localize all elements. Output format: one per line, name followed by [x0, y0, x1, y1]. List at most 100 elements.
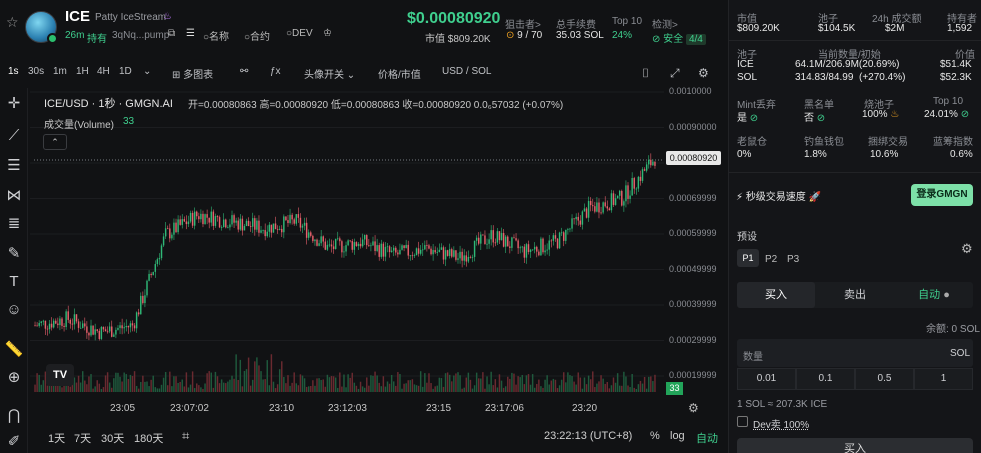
currency-toggle[interactable]: USD / SOL: [442, 66, 492, 77]
crosshair-icon[interactable]: ✛: [7, 95, 21, 112]
interval-1d[interactable]: 1D: [119, 66, 132, 77]
pattern-icon[interactable]: ⋈: [6, 187, 22, 204]
candle-body: [606, 206, 609, 209]
contract-address[interactable]: 3qNq...pump: [112, 30, 170, 41]
range-30d[interactable]: 30天: [101, 433, 125, 445]
preset-settings-icon[interactable]: ⚙: [961, 241, 973, 256]
candle-body: [71, 323, 74, 325]
pencil-lock-icon[interactable]: ✐: [7, 433, 21, 450]
favorite-star-icon[interactable]: ☆: [6, 14, 19, 30]
auto-tab[interactable]: 自动 ●: [895, 282, 973, 308]
copy-icon[interactable]: ⧉: [168, 28, 176, 39]
percent-toggle[interactable]: %: [650, 430, 660, 442]
camera-icon[interactable]: ⌷: [642, 66, 650, 80]
quick-amount-05[interactable]: 0.5: [855, 368, 914, 390]
candle-body: [623, 201, 625, 206]
interval-30s[interactable]: 30s: [28, 66, 45, 77]
price-chart[interactable]: [30, 84, 664, 396]
preset-p1[interactable]: P1: [737, 249, 759, 267]
candle-body: [148, 273, 150, 281]
volume-bar: [529, 384, 532, 392]
volume-bar: [193, 388, 196, 392]
range-1d[interactable]: 1天: [48, 433, 66, 445]
volume-bar: [274, 388, 277, 392]
calendar-icon[interactable]: ⌗: [182, 428, 190, 443]
menu-circle-icon[interactable]: ☰: [186, 28, 195, 39]
buy-tab[interactable]: 买入: [737, 282, 815, 308]
volume-bar: [496, 387, 499, 392]
candle-body: [160, 245, 163, 259]
settings-icon[interactable]: ⚙: [698, 66, 709, 80]
chart-grid: [30, 91, 664, 377]
login-button[interactable]: 登录GMGN: [911, 184, 973, 206]
quick-amount-001[interactable]: 0.01: [737, 368, 796, 390]
preset-p3[interactable]: P3: [787, 254, 800, 265]
top10-stat-label: Top 10: [933, 96, 964, 107]
volume-bar: [598, 381, 600, 392]
candle-body: [370, 245, 372, 247]
candle-body: [264, 230, 266, 237]
volume-bar: [113, 378, 115, 392]
interval-dropdown-icon[interactable]: ⌄: [143, 66, 152, 77]
market-cap: 市值 $809.20K: [425, 34, 491, 45]
quick-amount-01[interactable]: 0.1: [796, 368, 855, 390]
fib-icon[interactable]: ≣: [7, 215, 21, 232]
candle-body: [401, 245, 403, 250]
magnet-icon[interactable]: ⋂: [7, 407, 21, 424]
volume-bar: [86, 384, 88, 392]
candle-body: [67, 311, 69, 320]
indicator-icon[interactable]: ⚯: [240, 66, 249, 77]
crown-icon[interactable]: ♔: [323, 28, 332, 39]
zoom-icon[interactable]: ⊕: [7, 369, 21, 386]
collapse-legend-button[interactable]: ⌃: [43, 134, 67, 150]
volume-bar: [349, 377, 351, 392]
fullscreen-icon[interactable]: ⤢: [670, 66, 680, 80]
price-mcap-toggle[interactable]: 价格/市值: [378, 70, 421, 81]
search-contract-button[interactable]: ○合约: [244, 32, 271, 43]
text-icon[interactable]: T: [9, 273, 19, 290]
emoji-icon[interactable]: ☺: [6, 301, 22, 318]
candle-body: [167, 228, 169, 230]
quick-amount-1[interactable]: 1: [914, 368, 973, 390]
interval-1s[interactable]: 1s: [8, 66, 19, 77]
interval-4h[interactable]: 4H: [97, 66, 110, 77]
candle-body: [556, 238, 559, 249]
auto-scale-toggle[interactable]: 自动: [696, 433, 718, 445]
brush-icon[interactable]: ✎: [7, 245, 21, 262]
trendline-icon[interactable]: ⟋: [8, 127, 20, 144]
snipers-label[interactable]: 狙击者>: [505, 20, 541, 31]
dev-sell-checkbox[interactable]: [737, 416, 748, 427]
check-label[interactable]: 检测>: [652, 20, 678, 31]
range-7d[interactable]: 7天: [74, 433, 92, 445]
amount-input[interactable]: [737, 339, 973, 367]
volume-bar: [183, 386, 186, 392]
dev-button[interactable]: ○DEV: [286, 28, 313, 39]
candle-body: [424, 245, 426, 250]
range-180d[interactable]: 180天: [134, 433, 164, 445]
avatar-switch-button[interactable]: 头像开关 ⌄: [304, 70, 356, 81]
candle-body: [222, 219, 225, 227]
candle-body: [546, 249, 548, 251]
search-name-button[interactable]: ○名称: [203, 32, 230, 43]
log-toggle[interactable]: log: [670, 430, 685, 442]
preset-p2[interactable]: P2: [765, 254, 778, 265]
volume-bar: [312, 380, 314, 392]
ruler-icon[interactable]: 📏: [4, 341, 24, 358]
horizontal-lines-icon[interactable]: ☰: [7, 157, 21, 174]
volume-bar: [633, 387, 635, 392]
candle-body: [339, 238, 341, 242]
volume-bar: [133, 371, 136, 392]
fx-icon[interactable]: ƒx: [270, 66, 281, 77]
candle-body: [295, 214, 298, 224]
multi-chart-button[interactable]: ⊞ 多图表: [172, 66, 213, 81]
interval-1m[interactable]: 1m: [53, 66, 67, 77]
candle-body: [133, 325, 136, 329]
candle-body: [104, 329, 107, 332]
x-tick: 23:17:06: [485, 403, 524, 414]
axis-settings-icon[interactable]: ⚙: [688, 401, 699, 415]
candle-body: [214, 216, 217, 226]
volume-bar: [241, 386, 244, 392]
submit-buy-button[interactable]: 买入: [737, 438, 973, 453]
interval-1h[interactable]: 1H: [76, 66, 89, 77]
sell-tab[interactable]: 卖出: [844, 289, 866, 301]
